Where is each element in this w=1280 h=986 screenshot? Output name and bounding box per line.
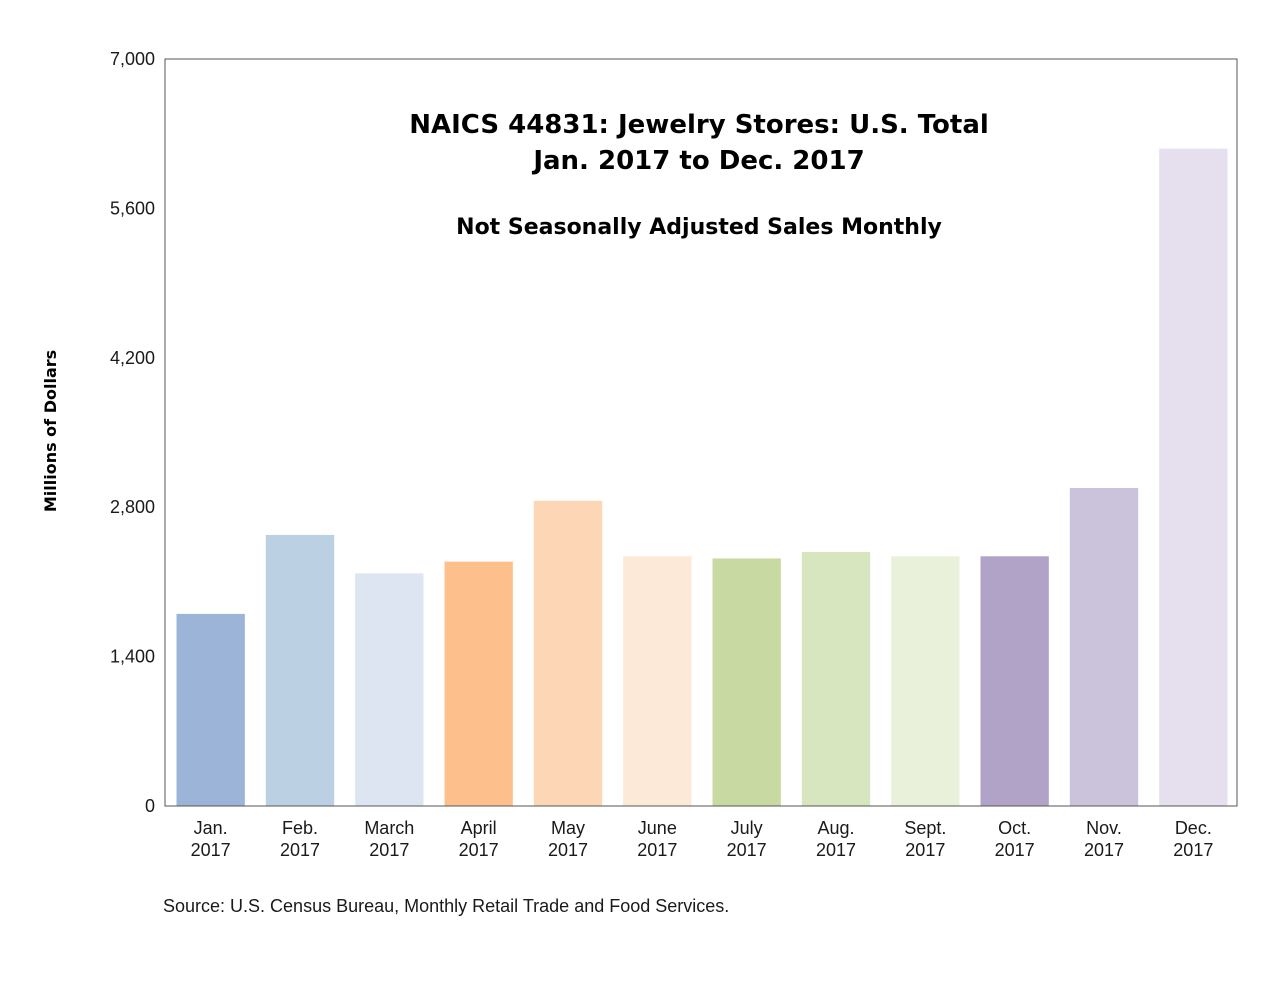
- x-tick-label: Aug.: [817, 818, 854, 838]
- source-note: Source: U.S. Census Bureau, Monthly Reta…: [163, 896, 729, 916]
- x-tick-label: Oct.: [998, 818, 1031, 838]
- x-tick-label: Sept.: [904, 818, 946, 838]
- y-tick-label: 1,400: [110, 647, 155, 667]
- x-tick-label: June: [638, 818, 677, 838]
- bar: [980, 556, 1049, 806]
- bars-group: [176, 148, 1228, 806]
- bar: [1069, 487, 1139, 806]
- x-tick-label: Jan.: [194, 818, 228, 838]
- bar: [355, 573, 424, 806]
- y-axis: 0 1,400 2,800 4,200 5,600 7,000: [110, 49, 155, 816]
- bar: [1159, 148, 1228, 806]
- x-tick-label: 2017: [905, 840, 945, 860]
- x-axis: Jan.2017Feb.2017March2017April2017May201…: [191, 818, 1214, 860]
- bar: [891, 556, 960, 806]
- x-tick-label: 2017: [280, 840, 320, 860]
- x-tick-label: Feb.: [282, 818, 318, 838]
- bar: [623, 556, 692, 806]
- x-tick-label: 2017: [816, 840, 856, 860]
- x-tick-label: 2017: [459, 840, 499, 860]
- x-tick-label: 2017: [1084, 840, 1124, 860]
- x-tick-label: 2017: [548, 840, 588, 860]
- x-tick-label: July: [731, 818, 763, 838]
- x-tick-label: 2017: [191, 840, 231, 860]
- x-tick-label: March: [364, 818, 414, 838]
- x-tick-label: 2017: [727, 840, 767, 860]
- y-tick-label: 0: [145, 796, 155, 816]
- y-axis-label: Millions of Dollars: [41, 350, 60, 512]
- x-tick-label: Nov.: [1086, 818, 1122, 838]
- x-tick-label: 2017: [1173, 840, 1213, 860]
- y-tick-label: 5,600: [110, 198, 155, 218]
- x-tick-label: May: [551, 818, 585, 838]
- bar: [712, 558, 781, 806]
- y-tick-label: 2,800: [110, 497, 155, 517]
- x-tick-label: 2017: [637, 840, 677, 860]
- plot-frame: [164, 58, 1238, 807]
- chart-subtitle: Not Seasonally Adjusted Sales Monthly: [456, 215, 942, 240]
- bar: [801, 552, 871, 806]
- chart-title-line-1: NAICS 44831: Jewelry Stores: U.S. Total: [409, 110, 989, 140]
- y-tick-label: 4,200: [110, 348, 155, 368]
- x-tick-label: 2017: [369, 840, 409, 860]
- bar: [444, 561, 513, 806]
- bar: [176, 613, 245, 806]
- y-tick-label: 7,000: [110, 49, 155, 69]
- bar: [533, 500, 603, 806]
- x-tick-label: April: [461, 818, 497, 838]
- x-tick-label: 2017: [995, 840, 1035, 860]
- bar: [265, 534, 335, 806]
- x-tick-label: Dec.: [1175, 818, 1212, 838]
- chart-title-line-2: Jan. 2017 to Dec. 2017: [531, 146, 864, 176]
